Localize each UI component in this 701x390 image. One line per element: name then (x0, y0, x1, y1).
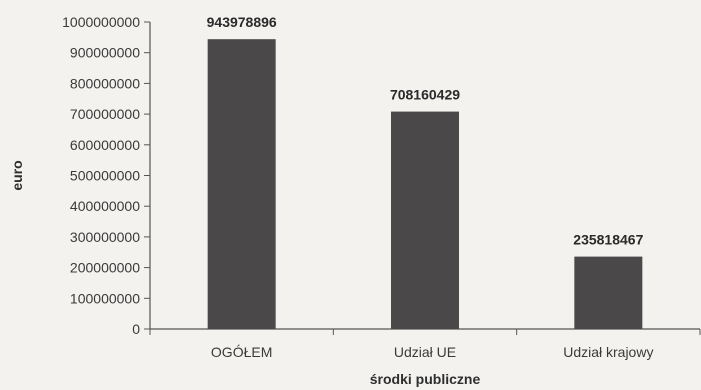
y-tick-label: 400000000 (70, 198, 140, 214)
bar (391, 111, 459, 329)
x-category-label: OGÓŁEM (211, 344, 272, 360)
y-tick-label: 700000000 (70, 106, 140, 122)
bar-value-label: 235818467 (573, 232, 643, 248)
bar-value-label: 708160429 (390, 87, 460, 103)
data-labels-group: 943978896 708160429 235818467 (207, 14, 644, 247)
y-axis: 0 100000000 200000000 300000000 400000000 500… (62, 14, 151, 337)
y-tick-label: 800000000 (70, 75, 140, 91)
bars-group (207, 39, 643, 329)
y-axis-title: euro (9, 160, 25, 190)
x-category-label: Udział UE (394, 344, 456, 360)
x-category-label: Udział krajowy (563, 344, 653, 360)
y-tick-label: 900000000 (70, 45, 140, 61)
y-tick-label: 1000000000 (62, 14, 140, 30)
y-tick-label: 200000000 (70, 260, 140, 276)
x-axis-title: środki publiczne (370, 371, 481, 387)
x-axis: OGÓŁEM Udział UE Udział krajowy (149, 328, 701, 360)
y-tick-label: 300000000 (70, 229, 140, 245)
bar (574, 256, 643, 329)
bar-value-label: 943978896 (207, 14, 277, 30)
y-tick-label: 500000000 (70, 168, 140, 184)
y-tick-label: 0 (132, 321, 140, 337)
bar (207, 39, 276, 329)
y-tick-label: 600000000 (70, 137, 140, 153)
y-tick-label: 100000000 (70, 290, 140, 306)
